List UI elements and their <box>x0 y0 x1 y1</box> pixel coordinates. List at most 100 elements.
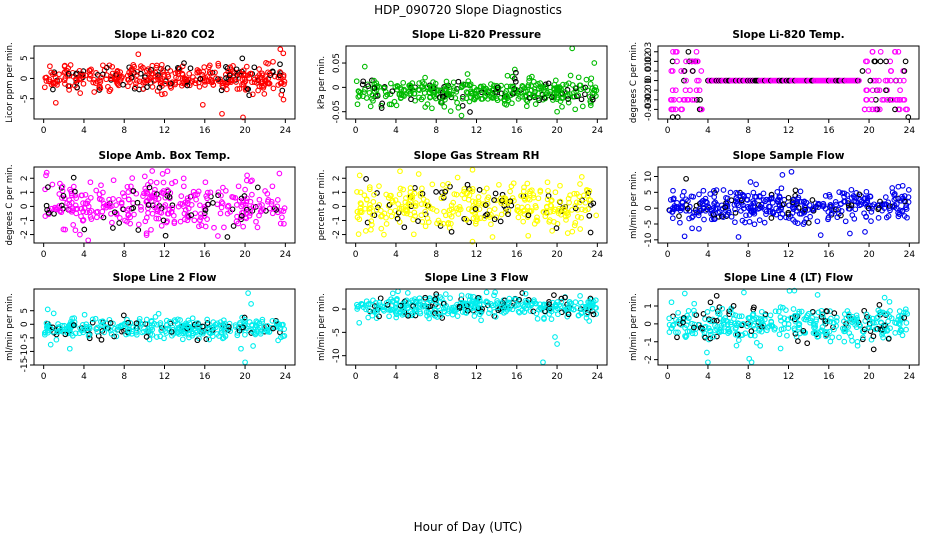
data-point <box>381 85 388 91</box>
data-point <box>895 48 902 55</box>
data-point <box>125 211 132 218</box>
data-point <box>713 187 720 193</box>
data-point <box>772 308 779 315</box>
x-tick-label: 8 <box>745 372 751 382</box>
data-point <box>103 76 110 83</box>
data-point <box>416 80 423 86</box>
data-point <box>810 207 817 214</box>
data-point <box>107 320 114 326</box>
data-point <box>482 202 489 208</box>
data-point <box>72 227 79 234</box>
data-point <box>848 195 855 201</box>
data-point <box>586 212 593 219</box>
y-tick-label: -10 <box>644 232 654 247</box>
data-point <box>233 66 240 73</box>
data-point <box>691 324 697 331</box>
data-point <box>521 184 527 191</box>
data-point <box>366 205 372 212</box>
data-point <box>522 88 529 95</box>
data-point <box>415 218 421 224</box>
data-point <box>216 333 222 339</box>
data-point <box>187 65 194 72</box>
data-point <box>106 196 112 203</box>
data-point <box>886 298 893 305</box>
data-point <box>720 214 727 220</box>
data-point <box>494 84 501 91</box>
data-point <box>85 198 91 204</box>
data-point <box>417 193 424 199</box>
data-point <box>80 72 86 79</box>
data-point <box>386 202 393 208</box>
data-point <box>685 48 692 55</box>
data-point <box>482 212 489 219</box>
data-point <box>131 211 137 218</box>
data-point <box>681 96 688 103</box>
data-point <box>683 175 689 182</box>
data-point <box>265 69 271 76</box>
data-point <box>725 318 731 325</box>
x-tick-label: 16 <box>823 250 835 260</box>
data-point <box>746 355 753 362</box>
data-point <box>432 80 439 87</box>
data-point <box>585 299 591 305</box>
data-point <box>224 234 231 240</box>
data-point <box>574 305 580 311</box>
data-point <box>450 209 456 215</box>
data-point <box>176 66 183 72</box>
data-point <box>401 224 408 231</box>
data-point <box>555 210 562 217</box>
data-point <box>249 91 256 98</box>
data-point <box>214 320 221 327</box>
data-point <box>713 292 720 299</box>
data-point <box>548 94 555 100</box>
data-point <box>389 88 396 95</box>
data-point <box>532 203 539 209</box>
data-point <box>161 72 168 78</box>
y-tick-label: -2 <box>20 230 30 239</box>
data-point <box>60 192 67 199</box>
data-point <box>887 207 893 214</box>
data-point <box>50 79 56 86</box>
data-point <box>551 81 558 88</box>
data-point <box>261 91 268 97</box>
data-point <box>143 316 150 323</box>
data-point <box>519 83 526 89</box>
data-point <box>146 184 153 191</box>
data-point <box>279 214 285 221</box>
data-point <box>437 294 444 300</box>
data-point <box>227 209 234 215</box>
data-point <box>242 186 248 193</box>
data-point <box>259 83 265 90</box>
data-point <box>256 196 263 203</box>
data-point <box>171 317 178 323</box>
data-point <box>472 206 479 212</box>
data-point <box>409 297 416 304</box>
data-point <box>202 179 209 186</box>
data-point <box>683 77 689 84</box>
y-tick-label: -5 <box>20 333 30 342</box>
y-axis-label: ml/min per min. <box>5 293 15 361</box>
data-point <box>383 299 390 306</box>
data-point <box>738 313 745 320</box>
x-tick-label: 24 <box>280 372 292 382</box>
data-point <box>433 189 439 195</box>
data-point <box>253 218 259 225</box>
data-point <box>565 99 572 106</box>
data-point <box>230 194 237 201</box>
data-point <box>202 223 209 230</box>
data-point <box>579 103 586 110</box>
data-point <box>679 106 685 113</box>
data-point <box>159 171 166 177</box>
data-point <box>98 74 104 81</box>
data-point <box>683 58 689 65</box>
data-point <box>254 224 261 231</box>
data-point <box>374 91 381 98</box>
data-point <box>697 96 703 103</box>
data-point <box>125 325 131 332</box>
data-point <box>814 218 821 225</box>
data-point <box>501 305 507 312</box>
x-tick-label: 0 <box>665 372 671 382</box>
data-point <box>506 295 513 302</box>
data-point <box>579 303 586 310</box>
data-point <box>732 312 739 319</box>
